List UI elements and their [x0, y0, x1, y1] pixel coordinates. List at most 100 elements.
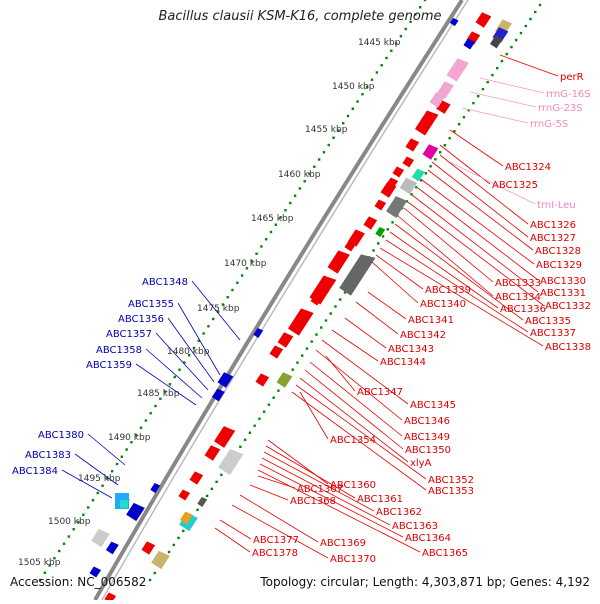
forward-gene: [204, 445, 221, 461]
scale-dot-left: [86, 506, 90, 509]
scale-dot-right: [343, 291, 347, 294]
gene-label-ABC1341: ABC1341: [408, 315, 454, 326]
gene-label-rrnG-23S: rrnG-23S: [538, 103, 583, 114]
scale-dot-left: [120, 455, 124, 458]
backbone-shadow: [101, 0, 469, 601]
feature-block: [276, 372, 293, 388]
gene-label-ABC1337: ABC1337: [530, 328, 576, 339]
scale-label: 1460 kbp: [278, 170, 321, 180]
forward-gene: [475, 12, 492, 28]
scale-dot-left: [192, 346, 196, 350]
scale-label: 1455 kbp: [305, 125, 348, 135]
gene-label-ABC1334: ABC1334: [495, 292, 541, 303]
leader-line: [449, 161, 536, 205]
scale-dot-right: [272, 396, 275, 399]
gene-label-ABC1333: ABC1333: [495, 278, 541, 289]
leader-line: [219, 519, 252, 540]
gene-label-ABC1359: ABC1359: [86, 360, 132, 371]
leader-line: [299, 391, 329, 440]
scale-dot-left: [255, 252, 258, 255]
scale-dot-right: [291, 368, 294, 371]
gene-label-xlyA: xlyA: [410, 458, 432, 469]
leader-line: [411, 194, 539, 293]
forward-gene: [327, 250, 350, 274]
gene-label-ABC1335: ABC1335: [525, 316, 571, 327]
scale-dot-left: [404, 27, 407, 31]
scale-dot-left: [183, 361, 186, 364]
leader-line: [191, 280, 241, 341]
scale-dot-right: [495, 66, 499, 70]
scale-dot-left: [269, 230, 273, 234]
scale-dot-right: [267, 403, 271, 406]
scale-dot-right: [462, 115, 466, 119]
gene-label-ABC1353: ABC1353: [428, 486, 474, 497]
scale-dot-left: [130, 441, 133, 444]
gene-label-ABC1345: ABC1345: [410, 400, 456, 411]
leader-line: [417, 187, 539, 281]
scale-dot-left: [418, 6, 422, 9]
scale-dot-left: [380, 64, 383, 67]
gene-label-rrnG-5S: rrnG-5S: [530, 119, 568, 130]
leader-line: [291, 391, 427, 491]
scale-dot-left: [423, 0, 427, 2]
scale-dot-left: [337, 129, 340, 132]
accession-text: Accession: NC_006582: [10, 575, 147, 589]
scale-dot-left: [139, 426, 143, 429]
scale-dot-left: [43, 571, 47, 574]
scale-dot-left: [202, 332, 205, 335]
feature-block: [218, 448, 244, 476]
forward-gene: [288, 308, 314, 336]
scale-dot-right: [329, 312, 332, 315]
gene-label-ABC1342: ABC1342: [400, 330, 446, 341]
scale-dot-left: [216, 310, 220, 313]
scale-dot-left: [82, 513, 85, 516]
leader-line: [155, 332, 209, 391]
gene-label-ABC1327: ABC1327: [530, 233, 576, 244]
gene-label-ABC1347: ABC1347: [357, 387, 403, 398]
feature-block: [197, 497, 208, 507]
scale-dot-right: [381, 235, 385, 238]
scale-dot-right: [467, 108, 470, 112]
leader-line: [449, 129, 504, 167]
scale-dot-left: [332, 136, 335, 139]
scale-dot-left: [298, 187, 302, 190]
scale-dot-left: [317, 158, 321, 161]
leader-line: [469, 91, 537, 108]
leader-line: [407, 201, 544, 306]
gene-label-ABC1368: ABC1368: [290, 496, 336, 507]
leader-line: [394, 223, 524, 321]
scale-dot-right: [500, 59, 504, 63]
gene-label-ABC1367: ABC1367: [297, 484, 343, 495]
gene-label-ABC1361: ABC1361: [357, 494, 403, 505]
leader-line: [355, 301, 399, 335]
scale-dot-left: [351, 107, 355, 110]
leader-line: [299, 377, 409, 463]
forward-gene: [141, 541, 156, 555]
map-title: Bacillus clausii KSM-K16, complete genom…: [158, 9, 442, 24]
scale-dot-left: [58, 549, 61, 553]
scale-dot-left: [346, 114, 350, 118]
gene-label-ABC1324: ABC1324: [505, 162, 551, 173]
scale-label: 1445 kbp: [358, 38, 401, 48]
scale-dot-left: [144, 419, 148, 422]
scale-dot-left: [274, 223, 278, 226]
gene-label-ABC1350: ABC1350: [405, 445, 451, 456]
scale-label: 1480 kbp: [167, 347, 210, 357]
scale-dot-right: [434, 158, 437, 161]
scale-dot-left: [341, 122, 345, 125]
scale-dot-left: [38, 578, 42, 582]
forward-gene: [189, 471, 204, 485]
scale-dot-left: [264, 238, 268, 241]
gene-label-ABC1364: ABC1364: [405, 533, 451, 544]
scale-dot-right: [486, 80, 489, 84]
scale-dot-right: [391, 221, 394, 224]
leader-line: [321, 339, 409, 405]
scale-dot-right: [491, 73, 494, 77]
gene-label-ABC1356: ABC1356: [118, 314, 164, 325]
scale-dot-right: [524, 24, 527, 28]
gene-label-perR: perR: [560, 72, 584, 83]
scale-dot-left: [231, 288, 234, 292]
scale-dot-right: [262, 410, 266, 413]
scale-dot-left: [221, 303, 225, 306]
